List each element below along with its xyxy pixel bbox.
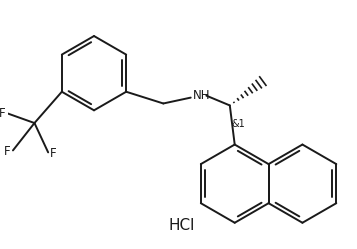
Text: NH: NH	[193, 89, 210, 102]
Text: F: F	[50, 147, 57, 160]
Text: HCl: HCl	[169, 218, 195, 233]
Text: &1: &1	[232, 119, 246, 129]
Text: F: F	[4, 145, 11, 158]
Text: F: F	[0, 107, 5, 120]
